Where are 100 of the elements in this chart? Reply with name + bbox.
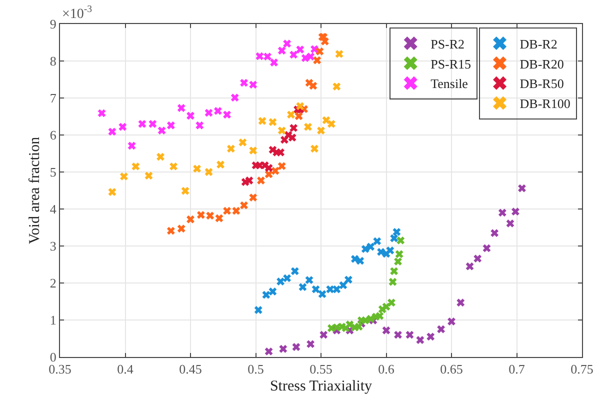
point — [506, 219, 514, 228]
point — [249, 194, 258, 202]
point — [245, 176, 254, 184]
point — [298, 283, 307, 292]
point — [249, 146, 258, 154]
x-axis-title: Stress Triaxiality — [270, 378, 373, 395]
point — [278, 46, 286, 55]
point — [305, 276, 314, 284]
point — [166, 121, 175, 130]
point — [196, 210, 205, 219]
point — [264, 52, 272, 61]
x-tick-label: 0.6 — [378, 362, 395, 377]
point — [223, 110, 231, 119]
point — [223, 206, 231, 215]
point — [296, 102, 304, 110]
point — [148, 120, 157, 128]
point — [466, 262, 474, 270]
legend-label: DB-R20 — [520, 56, 564, 72]
point — [206, 212, 214, 220]
point — [271, 166, 280, 175]
point — [227, 144, 235, 153]
point — [392, 228, 401, 236]
point — [426, 332, 435, 341]
point — [256, 52, 264, 60]
y-tick-label: 6 — [50, 128, 57, 143]
point — [377, 248, 385, 256]
point — [312, 285, 320, 294]
point — [120, 172, 128, 180]
point — [193, 164, 201, 173]
point — [215, 214, 224, 222]
point — [276, 148, 285, 156]
point — [386, 246, 394, 254]
point — [394, 330, 402, 339]
point — [216, 160, 224, 169]
point — [292, 343, 300, 351]
point — [279, 344, 288, 353]
point — [278, 162, 286, 170]
point — [204, 108, 213, 117]
point — [288, 134, 296, 142]
x-tick-label: 0.55 — [310, 362, 332, 377]
point — [306, 52, 315, 61]
point — [326, 285, 334, 294]
point — [511, 208, 520, 216]
legend-label: DB-R100 — [520, 96, 570, 112]
point — [177, 224, 186, 233]
point — [316, 47, 324, 56]
y-tick-label: 4 — [50, 202, 57, 217]
point — [204, 168, 213, 176]
y-tick-label: 5 — [50, 164, 56, 180]
x-tick-label: 0.45 — [179, 362, 202, 377]
legend-label: PS-R2 — [430, 36, 465, 52]
point — [448, 318, 456, 326]
point — [339, 281, 348, 290]
point — [322, 116, 330, 124]
point — [437, 325, 446, 334]
point — [396, 236, 405, 244]
point — [309, 82, 318, 90]
point — [390, 267, 398, 276]
point — [376, 312, 384, 320]
x-tick-label: 0.5 — [248, 362, 264, 377]
point — [177, 104, 186, 112]
point — [240, 78, 248, 87]
point — [474, 254, 482, 263]
point — [344, 276, 352, 284]
point — [278, 126, 286, 135]
y-axis-title: Void area fraction — [27, 136, 44, 244]
point — [306, 340, 315, 348]
point — [310, 144, 318, 153]
point — [332, 285, 341, 294]
point — [327, 120, 336, 128]
point — [390, 234, 398, 242]
point — [518, 184, 526, 192]
point — [346, 320, 354, 328]
point — [366, 242, 375, 251]
point — [354, 322, 363, 331]
point — [388, 298, 396, 307]
point — [416, 336, 424, 344]
point — [283, 274, 292, 282]
point — [490, 229, 499, 238]
point — [158, 126, 166, 135]
point — [186, 112, 194, 120]
point — [482, 244, 491, 252]
text: ×10$^{-3}$ — [62, 4, 92, 22]
x-tick-label: 0.7 — [508, 362, 526, 377]
point — [366, 314, 375, 323]
point — [138, 120, 146, 128]
point — [317, 126, 325, 135]
point — [268, 118, 277, 126]
legend-label: DB-R50 — [520, 76, 564, 92]
point — [166, 226, 175, 235]
point — [181, 186, 190, 195]
point — [356, 256, 364, 265]
point — [254, 306, 262, 314]
point — [186, 215, 194, 224]
y-tick-label: 3 — [50, 238, 56, 254]
point — [287, 110, 295, 119]
point — [406, 330, 414, 339]
point — [262, 290, 270, 299]
x-tick-label: 0.4 — [117, 362, 134, 377]
point — [214, 106, 222, 115]
